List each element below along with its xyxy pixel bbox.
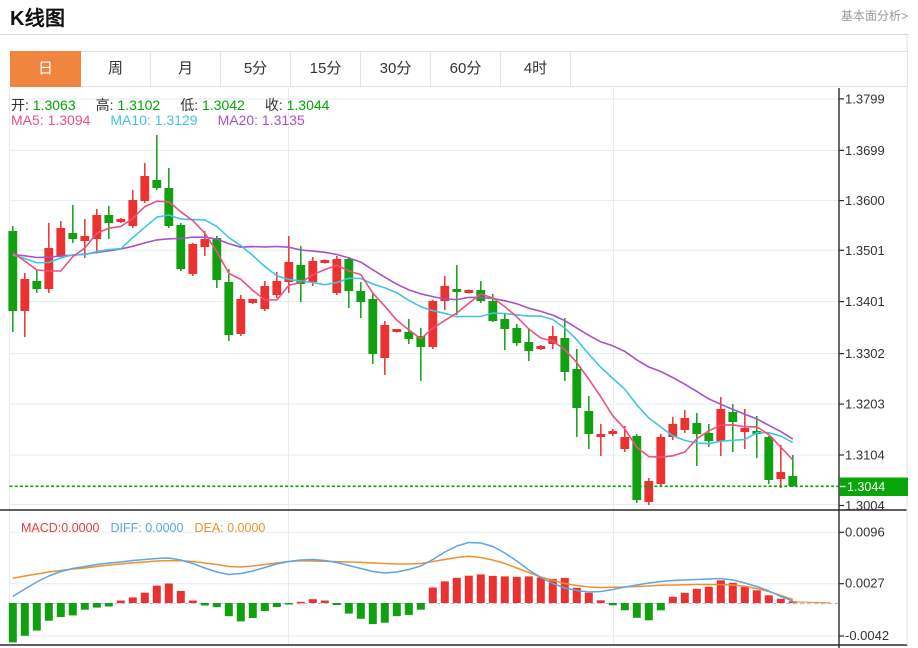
svg-text:1.3203: 1.3203 <box>845 397 885 412</box>
svg-text:1.3104: 1.3104 <box>845 448 885 463</box>
svg-text:0.0027: 0.0027 <box>845 576 885 591</box>
svg-text:1.3600: 1.3600 <box>845 193 885 208</box>
svg-text:1.3004: 1.3004 <box>845 498 885 513</box>
svg-text:1.3699: 1.3699 <box>845 143 885 158</box>
svg-text:1.3401: 1.3401 <box>845 294 885 309</box>
svg-text:1.3501: 1.3501 <box>845 243 885 258</box>
svg-text:1.3044: 1.3044 <box>847 480 885 494</box>
svg-text:1.3302: 1.3302 <box>845 346 885 361</box>
svg-text:-0.0042: -0.0042 <box>845 628 889 643</box>
svg-text:1.3799: 1.3799 <box>845 91 885 106</box>
svg-text:0.0096: 0.0096 <box>845 524 885 539</box>
